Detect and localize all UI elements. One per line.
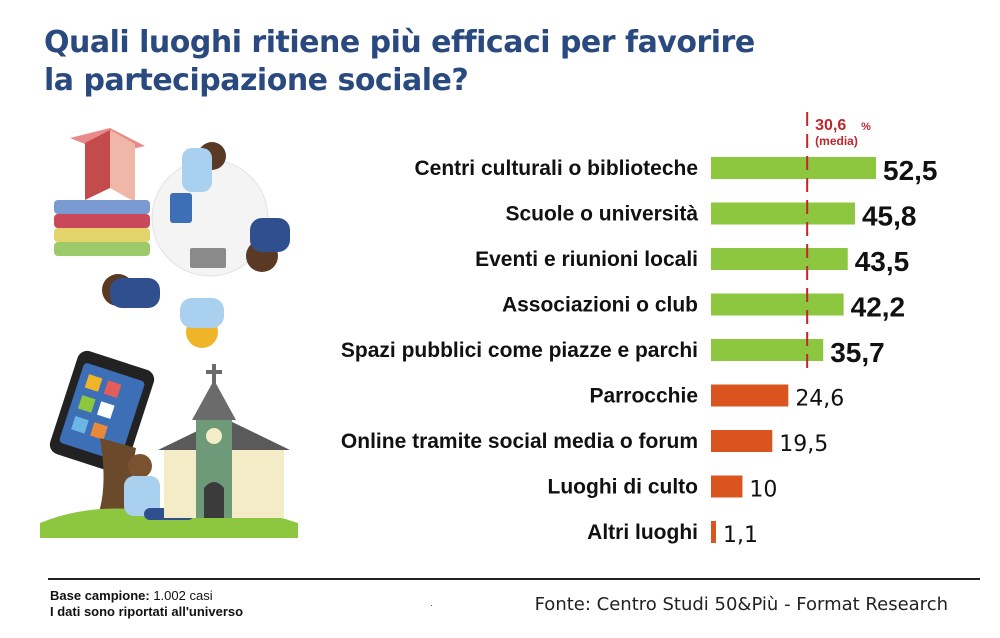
bar-chart: Centri culturali o biblioteche 52,5 Scuole…	[341, 112, 938, 548]
footer-divider	[48, 578, 980, 580]
sample-info: Base campione: 1.002 casi I dati sono ri…	[50, 588, 243, 620]
value-label: 19,5	[779, 432, 828, 457]
bar	[711, 248, 848, 270]
bar	[711, 202, 855, 225]
average-caption: (media)	[815, 134, 858, 148]
average-value-label: 30,6	[815, 117, 846, 134]
title-line-1: Quali luoghi ritiene più efficaci per fa…	[44, 25, 755, 60]
bar	[711, 157, 876, 179]
bar	[711, 339, 824, 361]
category-label: Centri culturali o biblioteche	[414, 157, 698, 180]
average-unit-label: %	[861, 121, 871, 133]
value-label: 45,8	[862, 201, 917, 232]
value-label: 43,5	[855, 246, 910, 277]
value-label: 35,7	[830, 337, 885, 368]
source-label: Fonte: Centro Studi 50&Più - Format Rese…	[534, 594, 948, 615]
bar	[711, 521, 716, 543]
value-label: 1,1	[723, 523, 758, 548]
note-rest: all'universo	[171, 604, 244, 619]
value-label: 42,2	[851, 292, 906, 323]
smartphone-icon	[49, 350, 155, 474]
bar	[711, 384, 789, 407]
illustration	[40, 128, 298, 538]
category-label: Spazi pubblici come piazze e parchi	[341, 339, 698, 362]
chart-title: Quali luoghi ritiene più efficaci per fa…	[44, 24, 764, 100]
footer-dot: .	[430, 598, 433, 609]
value-label: 10	[749, 478, 777, 503]
category-label: Altri luoghi	[587, 521, 698, 544]
base-label: Base campione:	[50, 588, 150, 603]
title-line-2: la partecipazione sociale?	[44, 63, 469, 98]
base-value: 1.002 casi	[153, 588, 213, 603]
value-label: 52,5	[883, 155, 938, 186]
church-icon	[158, 364, 290, 518]
category-label: Scuole o università	[505, 203, 698, 226]
category-label: Luoghi di culto	[548, 476, 698, 499]
note-bold: I dati sono riportati	[50, 604, 168, 619]
books-icon	[54, 128, 150, 256]
bar	[711, 475, 743, 498]
bar	[711, 430, 773, 452]
category-label: Online tramite social media o forum	[341, 430, 698, 453]
value-label: 24,6	[795, 387, 844, 412]
category-label: Eventi e riunioni locali	[475, 248, 698, 271]
category-label: Associazioni o club	[502, 294, 698, 317]
category-label: Parrocchie	[589, 385, 698, 408]
people-table-icon	[102, 142, 290, 348]
bar	[711, 293, 844, 316]
